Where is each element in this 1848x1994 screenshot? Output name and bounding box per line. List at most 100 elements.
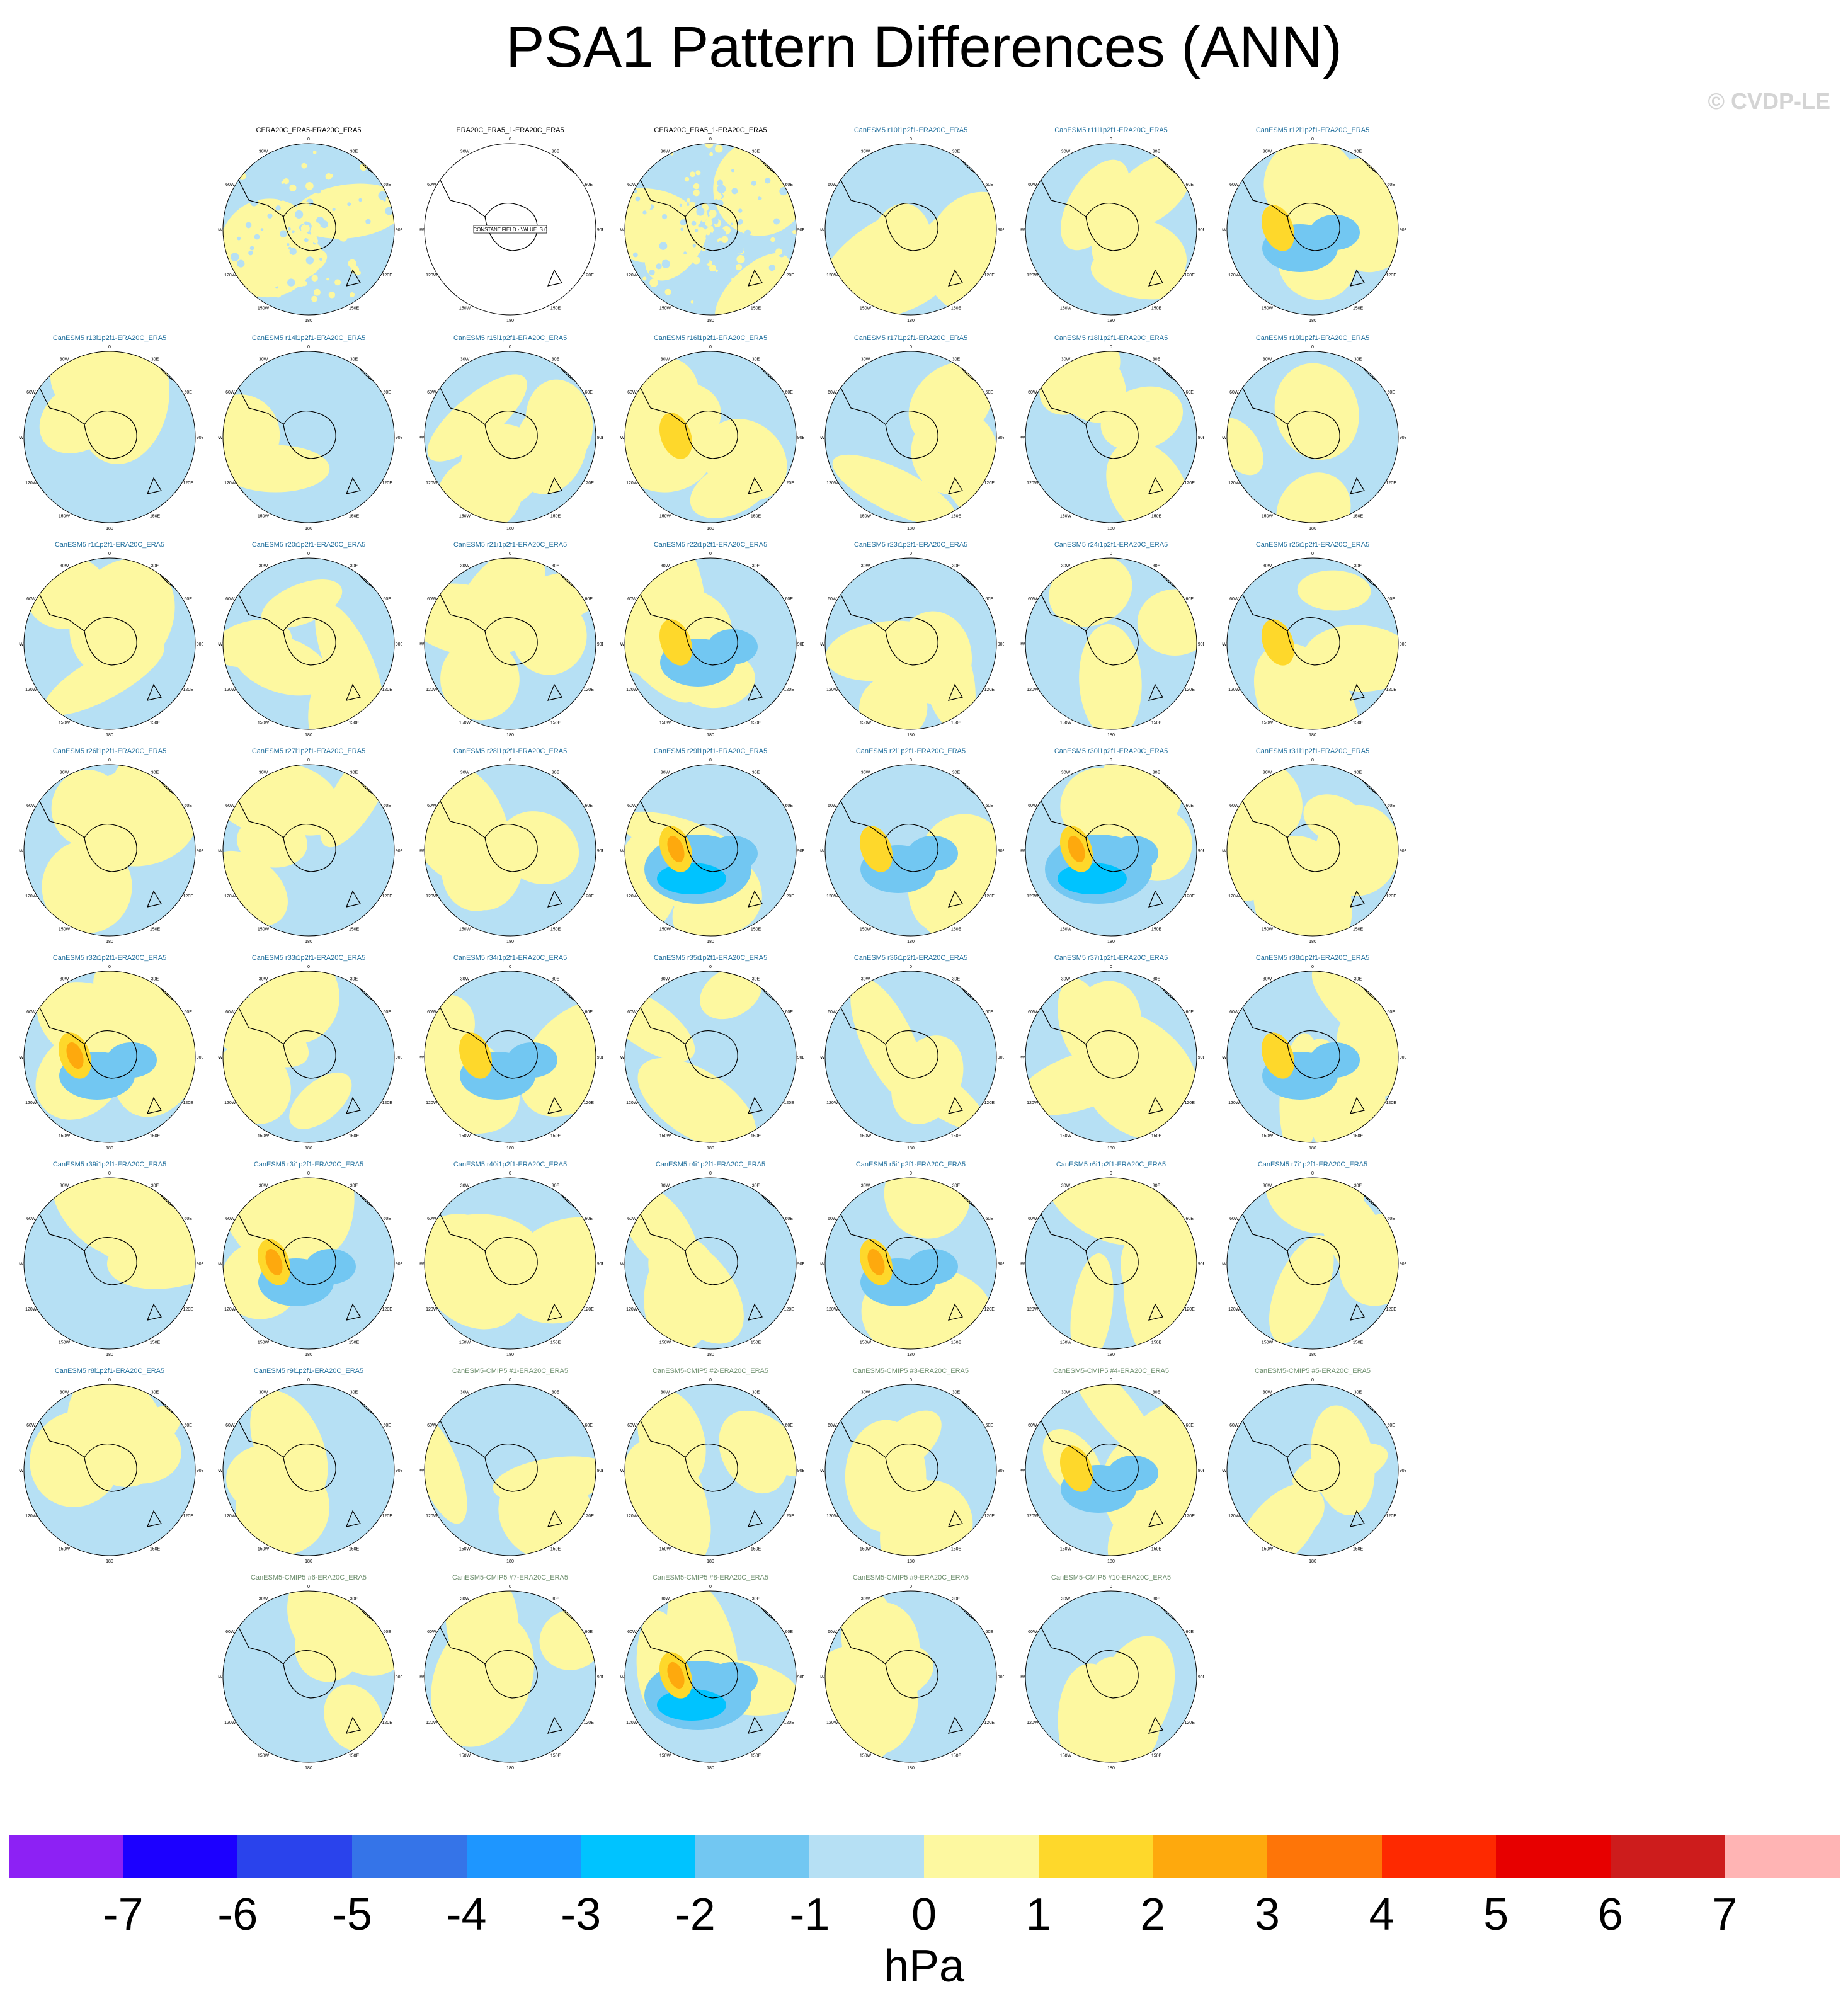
- longitude-label: 90W: [19, 1262, 24, 1267]
- longitude-label: 180: [707, 1766, 714, 1770]
- longitude-label: 180: [1309, 1559, 1316, 1564]
- longitude-label: 120E: [1185, 1721, 1195, 1725]
- panel-title: CanESM5 r19i1p2f1-ERA20C_ERA5: [1255, 334, 1370, 342]
- longitude-label: 30E: [1354, 1183, 1362, 1188]
- longitude-label: 150W: [1060, 1341, 1072, 1345]
- positive-anomaly-region: [825, 210, 924, 294]
- positive-anomaly-region: [232, 634, 330, 696]
- longitude-label: 0: [709, 345, 712, 350]
- longitude-label: 60E: [785, 1010, 793, 1015]
- longitude-label: 0: [1311, 1171, 1314, 1176]
- longitude-label: 90W: [1020, 228, 1025, 232]
- longitude-label: 30W: [460, 564, 470, 568]
- longitude-label: 120W: [826, 688, 838, 692]
- longitude-label: 180: [1107, 940, 1115, 944]
- panel-title: CanESM5 r40i1p2f1-ERA20C_ERA5: [453, 1161, 568, 1168]
- longitude-label: 30W: [460, 977, 470, 981]
- longitude-label: 120E: [382, 481, 393, 486]
- longitude-label: 90W: [419, 849, 425, 853]
- longitude-label: 0: [509, 1378, 511, 1382]
- polar-map: 0 30E 60E 90E 120E 150E 180 150W 120W 90W 60W 30W: [218, 345, 402, 531]
- polar-map: 0 30E 60E 90E 120E 150E 180 150W 120W 90W 60W 30W: [820, 1171, 1004, 1357]
- positive-anomaly-region: [1049, 558, 1132, 627]
- longitude-label: 90W: [218, 228, 223, 232]
- longitude-label: 90E: [797, 642, 804, 647]
- longitude-label: 90E: [1400, 1056, 1406, 1060]
- longitude-label: 120W: [224, 894, 236, 899]
- longitude-label: 90E: [797, 1675, 804, 1680]
- longitude-label: 0: [910, 345, 912, 350]
- longitude-label: 90E: [396, 1262, 402, 1267]
- map-panel: CanESM5 r38i1p2f1-ERA20C_ERA5 0 30E 60E 90E 1…: [1218, 954, 1407, 1155]
- longitude-label: 30W: [861, 770, 870, 775]
- longitude-label: 150E: [951, 721, 962, 726]
- longitude-label: 60E: [585, 390, 593, 395]
- longitude-label: 60E: [985, 390, 993, 395]
- longitude-label: 90E: [797, 228, 804, 232]
- longitude-label: 30W: [460, 1597, 470, 1601]
- longitude-label: 60W: [1229, 1010, 1239, 1015]
- positive-anomaly-region: [112, 1005, 195, 1117]
- longitude-label: 150E: [550, 307, 561, 311]
- longitude-label: 0: [307, 345, 310, 350]
- longitude-label: 120W: [1027, 1307, 1039, 1312]
- positive-anomaly-region: [625, 630, 695, 703]
- longitude-label: 60E: [1185, 1423, 1194, 1428]
- longitude-label: 90W: [620, 1675, 625, 1680]
- longitude-label: 30W: [460, 1183, 470, 1188]
- longitude-label: 150E: [751, 1134, 761, 1139]
- polar-map: 0 30E 60E 90E 120E 150E 180 150W 120W 90W 60W 30W: [218, 1171, 402, 1357]
- longitude-label: 90E: [197, 1262, 203, 1267]
- longitude-label: 150W: [258, 721, 270, 726]
- longitude-label: 90W: [218, 849, 223, 853]
- longitude-label: 30W: [1263, 770, 1272, 775]
- longitude-label: 60W: [225, 597, 235, 601]
- longitude-label: 90W: [419, 1469, 425, 1473]
- positive-anomaly-region: [308, 659, 360, 729]
- longitude-label: 150E: [1151, 721, 1162, 726]
- longitude-label: 0: [1110, 758, 1112, 763]
- longitude-label: 150W: [1060, 515, 1072, 519]
- longitude-label: 90E: [998, 436, 1004, 440]
- polar-map: 0 30E 60E 90E 120E 150E 180 150W 120W 90W 60W 30W: [1020, 1585, 1204, 1770]
- longitude-label: 120E: [382, 1514, 393, 1518]
- longitude-label: 30W: [259, 149, 268, 154]
- longitude-label: 60E: [785, 597, 793, 601]
- longitude-label: 60W: [828, 1630, 837, 1634]
- map-panel: CanESM5 r1i1p2f1-ERA20C_ERA5 0 30E 60E 90E 12…: [15, 540, 204, 742]
- longitude-label: 150W: [459, 1754, 471, 1758]
- longitude-label: 0: [1311, 758, 1314, 763]
- longitude-label: 180: [506, 940, 514, 944]
- longitude-label: 30E: [1354, 357, 1362, 362]
- longitude-label: 120E: [984, 481, 995, 486]
- longitude-label: 180: [907, 1146, 915, 1151]
- colorbar-tick-label: 6: [1597, 1889, 1623, 1940]
- longitude-label: 90W: [1020, 1056, 1025, 1060]
- longitude-label: 180: [1309, 1146, 1316, 1151]
- positive-anomaly-region: [287, 1178, 355, 1255]
- longitude-label: 0: [910, 1378, 912, 1382]
- longitude-label: 0: [307, 552, 310, 556]
- positive-anomaly-region: [226, 1444, 315, 1515]
- longitude-label: 150E: [1151, 1754, 1162, 1758]
- panel-title: CanESM5 r13i1p2f1-ERA20C_ERA5: [52, 334, 167, 342]
- longitude-label: 120E: [784, 894, 795, 899]
- longitude-label: 180: [907, 733, 915, 738]
- longitude-label: 120E: [1386, 894, 1397, 899]
- longitude-label: 90W: [820, 1056, 825, 1060]
- longitude-label: 180: [305, 319, 312, 323]
- longitude-label: 30E: [1153, 977, 1161, 981]
- longitude-label: 150W: [59, 721, 71, 726]
- longitude-label: 60W: [427, 390, 436, 395]
- longitude-label: 150W: [258, 1754, 270, 1758]
- longitude-label: 90E: [396, 642, 402, 647]
- longitude-label: 150W: [659, 721, 671, 726]
- map-panel: CanESM5-CMIP5 #4-ERA20C_ERA5 0 30E 60E 90E 12…: [1017, 1367, 1206, 1568]
- panel-title: CanESM5 r38i1p2f1-ERA20C_ERA5: [1255, 954, 1370, 962]
- longitude-label: 60E: [1185, 1010, 1194, 1015]
- longitude-label: 180: [1309, 940, 1316, 944]
- positive-anomaly-region: [77, 351, 170, 465]
- longitude-label: 0: [910, 758, 912, 763]
- map-panel: CanESM5 r7i1p2f1-ERA20C_ERA5 0 30E 60E 90E 12…: [1218, 1160, 1407, 1362]
- longitude-label: 180: [305, 1146, 312, 1151]
